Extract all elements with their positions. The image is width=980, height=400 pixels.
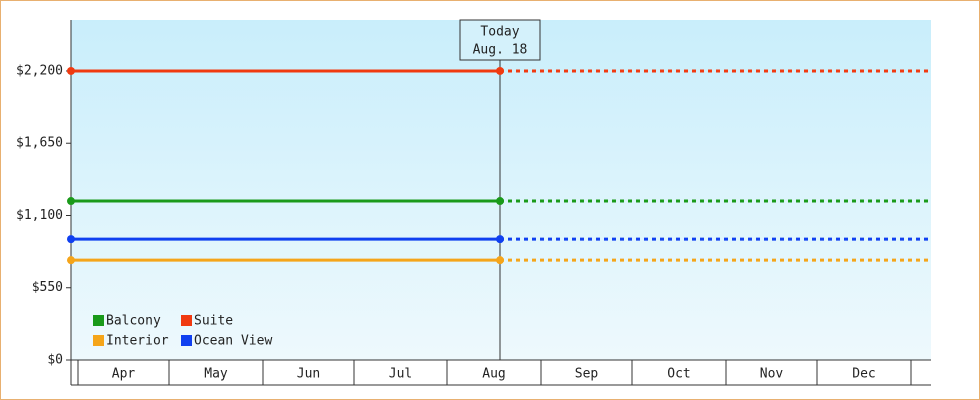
- y-tick-label: $550: [32, 280, 63, 295]
- x-tick-label: Dec: [852, 367, 875, 382]
- y-tick-label: $1,650: [16, 136, 63, 151]
- today-box: [459, 19, 541, 61]
- today-title: Today: [480, 25, 519, 40]
- legend-label: Balcony: [106, 314, 161, 329]
- y-tick-label: $1,100: [16, 208, 63, 223]
- y-tick-label: $0: [47, 353, 63, 368]
- x-tick-label: Jul: [389, 367, 412, 382]
- price-point: [67, 256, 75, 265]
- x-tick-label: Sep: [575, 367, 599, 382]
- plot-area: [71, 20, 931, 360]
- x-tick-label: Nov: [760, 367, 784, 382]
- legend-swatch: [181, 315, 192, 326]
- today-date: Aug. 18: [473, 43, 528, 58]
- price-point: [496, 256, 504, 265]
- price-point: [496, 66, 504, 75]
- x-tick-label: Aug: [482, 367, 505, 382]
- x-tick-label: Apr: [112, 367, 136, 382]
- legend-swatch: [93, 335, 104, 346]
- price-point: [496, 197, 504, 206]
- legend-label: Ocean View: [194, 334, 272, 349]
- price-point: [67, 197, 75, 206]
- legend-swatch: [181, 335, 192, 346]
- x-tick-label: Jun: [297, 367, 320, 382]
- x-tick-label: May: [204, 367, 228, 382]
- legend-label: Interior: [106, 334, 169, 349]
- price-point: [67, 66, 75, 75]
- legend-swatch: [93, 315, 104, 326]
- price-point: [67, 235, 75, 244]
- x-tick-label: Oct: [667, 367, 690, 382]
- price-point: [496, 235, 504, 244]
- y-tick-label: $2,200: [16, 63, 63, 78]
- legend-label: Suite: [194, 314, 233, 329]
